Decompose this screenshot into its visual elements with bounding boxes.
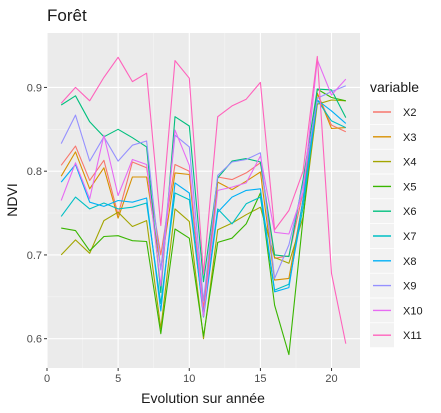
y-axis-ticks: 0.6 0.7 0.8 0.9 xyxy=(27,82,47,346)
y-tick-label: 0.7 xyxy=(27,250,42,262)
legend-label-x3: X3 xyxy=(403,132,416,144)
x-tick-label: 20 xyxy=(325,373,337,385)
x-axis-title: Evolution sur année xyxy=(141,390,265,406)
legend-label-x8: X8 xyxy=(403,256,416,268)
legend-label-x7: X7 xyxy=(403,231,416,243)
x-tick-label: 5 xyxy=(115,373,121,385)
series-lines xyxy=(60,55,347,356)
series-line-x8 xyxy=(60,99,347,318)
legend-label-x10: X10 xyxy=(403,305,423,317)
series-line-x10 xyxy=(60,59,347,317)
legend-label-x11: X11 xyxy=(403,330,422,342)
x-tick-label: 15 xyxy=(254,373,266,385)
plot-panel xyxy=(47,33,360,368)
y-axis-title: NDVI xyxy=(4,183,20,216)
x-axis-ticks: 0 5 10 15 20 xyxy=(44,368,338,385)
legend: variable X2 X3 X4 X5 X6 X7 X8 X9 X10 X11 xyxy=(370,79,423,348)
legend-label-x4: X4 xyxy=(403,157,416,169)
y-tick-label: 0.8 xyxy=(27,166,42,178)
chart-title: Forêt xyxy=(47,6,87,25)
series-line-x2 xyxy=(60,92,347,310)
series-line-x11 xyxy=(60,55,347,344)
y-tick-label: 0.9 xyxy=(27,82,42,94)
x-tick-label: 0 xyxy=(44,373,50,385)
x-tick-label: 10 xyxy=(183,373,195,385)
legend-label-x6: X6 xyxy=(403,206,416,218)
legend-label-x5: X5 xyxy=(403,181,416,193)
y-tick-label: 0.6 xyxy=(27,334,42,346)
legend-label-x9: X9 xyxy=(403,281,416,293)
legend-label-x2: X2 xyxy=(403,107,416,119)
legend-title: variable xyxy=(370,79,419,95)
series-line-x5 xyxy=(61,88,346,356)
